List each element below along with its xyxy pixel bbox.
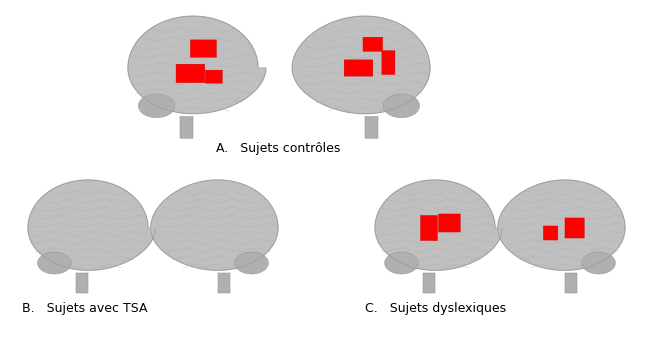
FancyBboxPatch shape [176, 64, 205, 83]
FancyBboxPatch shape [180, 117, 193, 138]
FancyBboxPatch shape [363, 37, 382, 51]
FancyBboxPatch shape [382, 51, 395, 74]
FancyBboxPatch shape [344, 60, 373, 76]
Polygon shape [128, 16, 266, 114]
Ellipse shape [582, 252, 616, 274]
FancyBboxPatch shape [205, 70, 222, 83]
Ellipse shape [235, 252, 268, 274]
Text: C.   Sujets dyslexiques: C. Sujets dyslexiques [365, 302, 506, 315]
Polygon shape [28, 180, 155, 270]
FancyBboxPatch shape [565, 273, 577, 293]
FancyBboxPatch shape [218, 273, 230, 293]
Polygon shape [375, 180, 502, 270]
Text: A.   Sujets contrôles: A. Sujets contrôles [216, 142, 340, 155]
Polygon shape [498, 180, 625, 270]
FancyBboxPatch shape [365, 117, 378, 138]
Polygon shape [151, 180, 278, 270]
Text: B.   Sujets avec TSA: B. Sujets avec TSA [22, 302, 147, 315]
FancyBboxPatch shape [191, 40, 216, 57]
FancyBboxPatch shape [420, 215, 438, 240]
Ellipse shape [383, 94, 420, 118]
Ellipse shape [138, 94, 175, 118]
Polygon shape [292, 16, 430, 114]
Ellipse shape [384, 252, 418, 274]
FancyBboxPatch shape [423, 273, 435, 293]
FancyBboxPatch shape [543, 226, 558, 240]
FancyBboxPatch shape [565, 218, 584, 238]
FancyBboxPatch shape [76, 273, 88, 293]
FancyBboxPatch shape [439, 214, 460, 232]
Ellipse shape [38, 252, 71, 274]
